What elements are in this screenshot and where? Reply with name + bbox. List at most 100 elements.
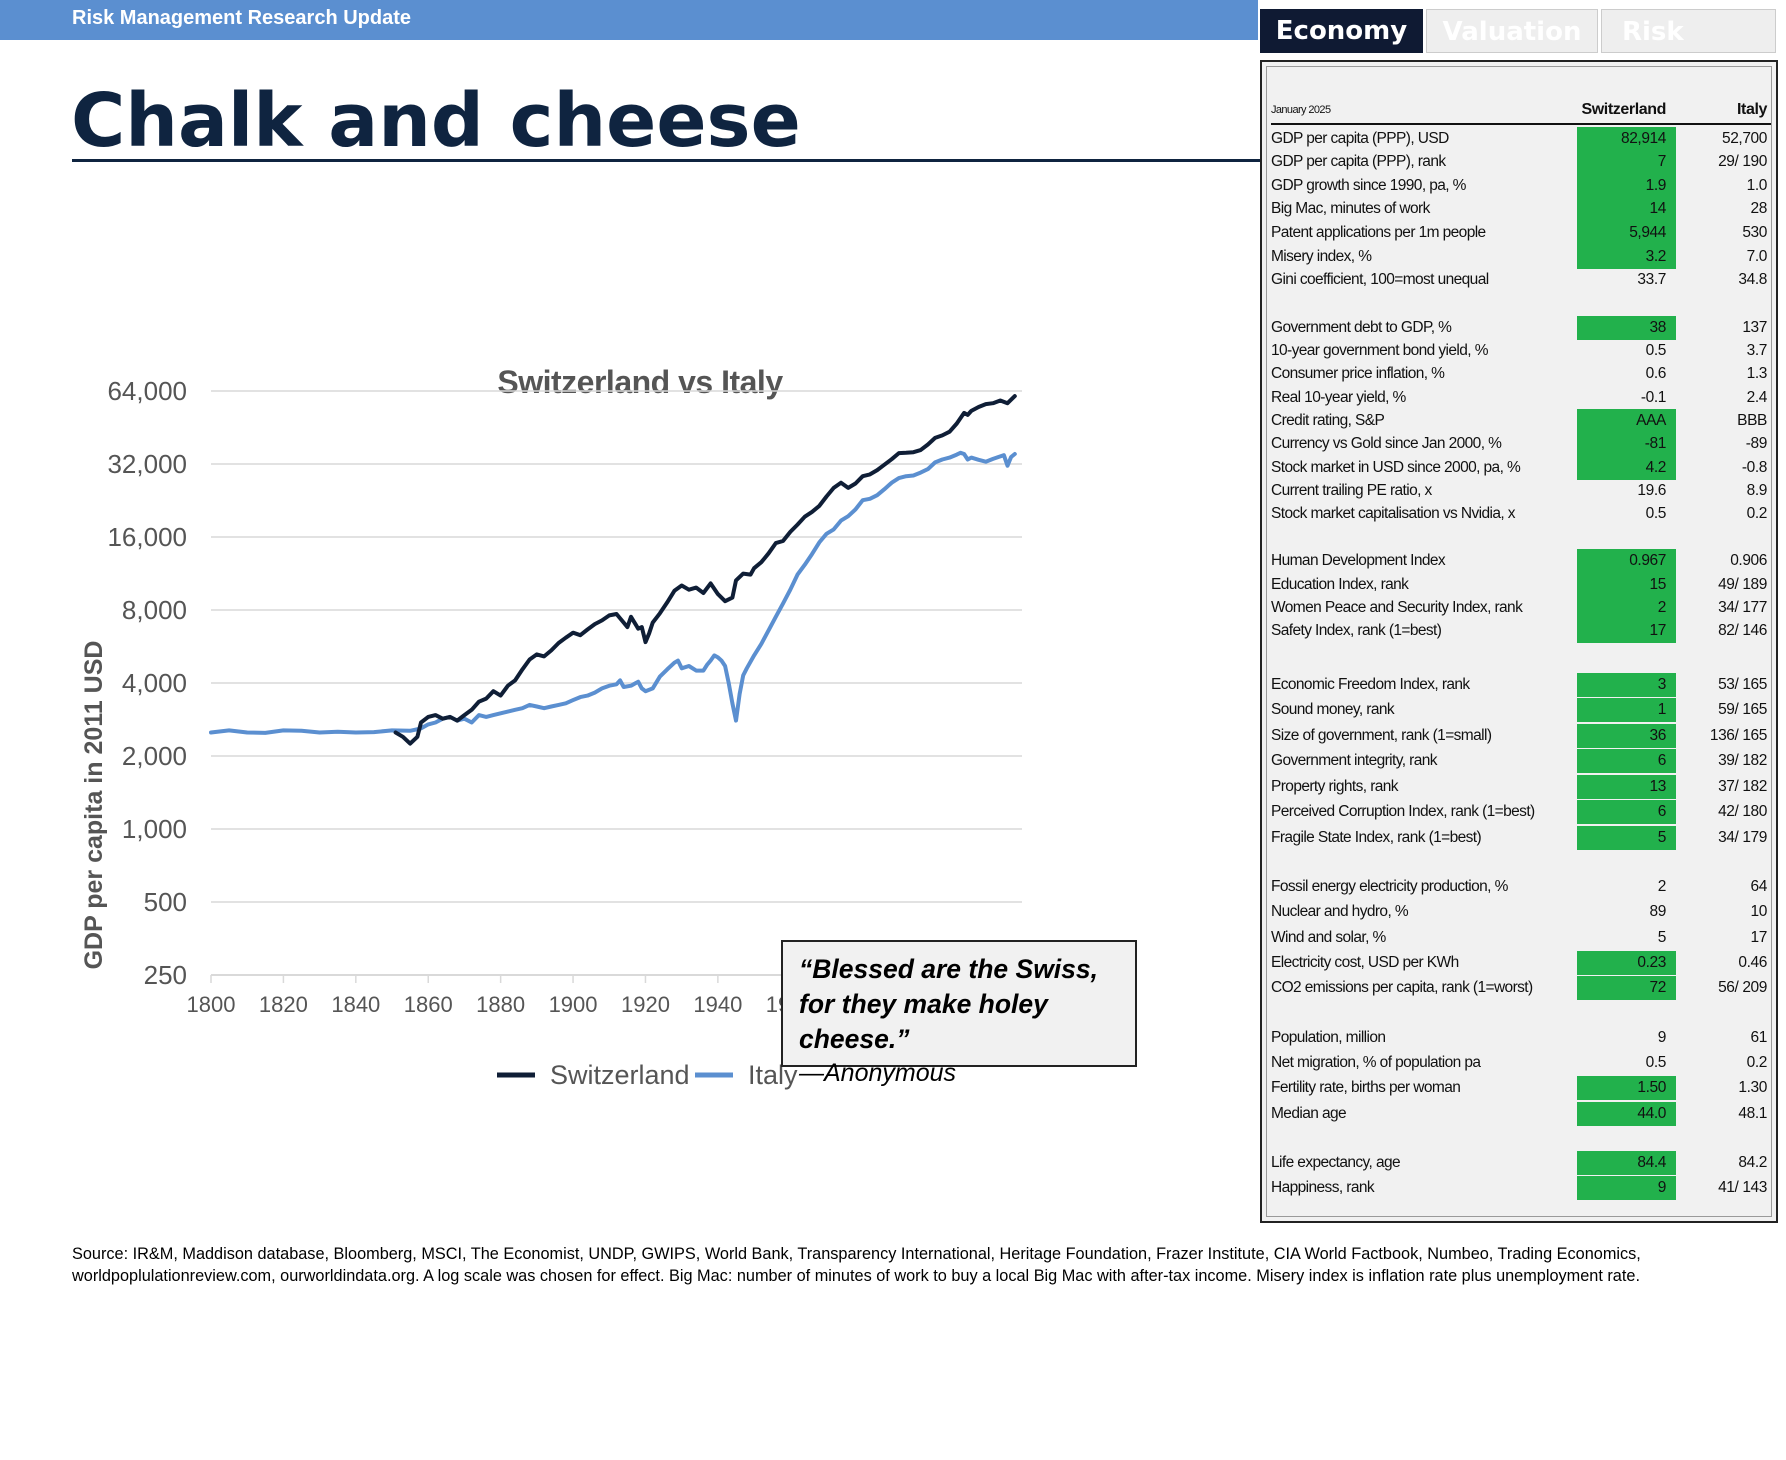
table-row: Wind and solar, % 5 17 — [1267, 926, 1775, 950]
table-header-rule — [1271, 122, 1771, 125]
italy-value: 41/ 143 — [1718, 1179, 1767, 1197]
row-label: Real 10-year yield, % — [1271, 388, 1406, 406]
y-tick-label: 1,000 — [122, 814, 187, 844]
italy-value: 1.3 — [1746, 365, 1768, 383]
table-row: Fragile State Index, rank (1=best) 5 34/ 1… — [1267, 825, 1775, 850]
quote-author: —Anonymous — [799, 1059, 957, 1087]
italy-value: 0.46 — [1738, 954, 1767, 971]
row-label: Fragile State Index, rank (1=best) — [1271, 828, 1482, 846]
italy-value: 137 — [1742, 318, 1767, 336]
italy-value: -89 — [1745, 435, 1768, 453]
italy-value: 8.9 — [1746, 481, 1768, 499]
italy-value: 0.2 — [1746, 1053, 1768, 1071]
table-row: Stock market in USD since 2000, pa, % 4.2… — [1267, 455, 1775, 480]
table-row: Happiness, rank 9 41/ 143 — [1267, 1176, 1775, 1201]
italy-value: 37/ 182 — [1718, 777, 1767, 795]
switzerland-value: 82,914 — [1577, 126, 1676, 151]
y-tick-label: 16,000 — [107, 522, 187, 552]
row-label: Nuclear and hydro, % — [1271, 903, 1409, 921]
italy-value: 29/ 190 — [1718, 153, 1767, 171]
row-label: Stock market in USD since 2000, pa, % — [1271, 458, 1521, 476]
table-row: Electricity cost, USD per KWh 0.23 0.46 — [1267, 951, 1775, 975]
chart-title: Switzerland vs Italy — [497, 364, 783, 400]
row-label: Life expectancy, age — [1271, 1153, 1401, 1171]
row-label: Credit rating, S&P — [1271, 411, 1385, 429]
x-tick-label: 1940 — [693, 992, 742, 1017]
switzerland-value: 7 — [1577, 150, 1676, 175]
switzerland-value: 5 — [1657, 928, 1667, 946]
source-note: Source: IR&M, Maddison database, Bloombe… — [72, 1245, 1641, 1285]
table-row: Life expectancy, age 84.4 84.2 — [1267, 1150, 1775, 1175]
quote-text: “Blessed are the Swiss, for they make ho… — [799, 954, 1099, 1054]
switzerland-value: 13 — [1577, 774, 1676, 799]
italy-value: 34.8 — [1738, 271, 1767, 289]
tab-risk[interactable]: Risk — [1601, 9, 1776, 53]
switzerland-value: 36 — [1577, 723, 1676, 748]
x-tick-label: 1920 — [621, 992, 670, 1017]
italy-value: 59/ 165 — [1718, 701, 1767, 719]
row-label: Gini coefficient, 100=most unequal — [1271, 271, 1489, 289]
table-date: January 2025 — [1271, 104, 1331, 116]
switzerland-value: 0.5 — [1645, 342, 1667, 359]
italy-value: 0.906 — [1730, 552, 1767, 570]
switzerland-value: 3 — [1577, 672, 1676, 697]
table-row: Property rights, rank 13 37/ 182 — [1267, 774, 1775, 799]
row-label: Big Mac, minutes of work — [1271, 200, 1430, 218]
table-row: Nuclear and hydro, % 89 10 — [1267, 900, 1775, 924]
y-tick-label: 4,000 — [122, 668, 187, 698]
italy-value: 1.30 — [1738, 1079, 1767, 1097]
row-label: Property rights, rank — [1271, 777, 1399, 795]
switzerland-value: 38 — [1577, 315, 1676, 340]
x-tick-label: 1880 — [476, 992, 525, 1017]
italy-value: 1.0 — [1746, 176, 1768, 194]
table-row: Misery index, % 3.2 7.0 — [1267, 244, 1775, 269]
row-label: Economic Freedom Index, rank — [1271, 675, 1470, 693]
switzerland-value: 14 — [1577, 197, 1676, 222]
switzerland-value: 9 — [1657, 1028, 1667, 1046]
switzerland-value: 0.5 — [1645, 505, 1667, 523]
column-header-italy: Italy — [1736, 101, 1767, 118]
italy-value: 17 — [1750, 928, 1768, 946]
table-row: 10-year government bond yield, % 0.5 3.7 — [1267, 339, 1775, 363]
comparison-panel: January 2025 Switzerland Italy GDP per capi… — [1260, 60, 1778, 1223]
switzerland-value: 9 — [1577, 1176, 1676, 1201]
y-axis-ticks: 250 500 1,000 2,000 4,000 8,000 16,000 32,000 64… — [107, 376, 187, 990]
column-header-switzerland: Switzerland — [1581, 101, 1666, 118]
switzerland-value: 1 — [1577, 698, 1676, 723]
row-label: Consumer price inflation, % — [1271, 365, 1445, 383]
italy-value: 61 — [1750, 1028, 1768, 1046]
row-label: Wind and solar, % — [1271, 928, 1386, 946]
italy-value: 0.2 — [1746, 505, 1768, 523]
row-label: Safety Index, rank (1=best) — [1271, 622, 1442, 640]
table-row: Size of government, rank (1=small) 36 136/… — [1267, 723, 1775, 748]
italy-value: 42/ 180 — [1718, 803, 1767, 821]
table-row: Median age 44.0 48.1 — [1267, 1101, 1775, 1126]
table-row: Patent applications per 1m people 5,944 53… — [1267, 220, 1775, 245]
row-label: Patent applications per 1m people — [1271, 223, 1486, 241]
switzerland-value: 19.6 — [1637, 481, 1666, 499]
series-lines — [209, 394, 1017, 746]
table-row: Fossil energy electricity production, % 2… — [1267, 875, 1775, 899]
row-label: Sound money, rank — [1271, 701, 1395, 719]
tab-valuation[interactable]: Valuation — [1426, 9, 1598, 53]
y-tick-label: 2,000 — [122, 741, 187, 771]
italy-value: 49/ 189 — [1718, 575, 1767, 593]
x-tick-label: 1820 — [259, 992, 308, 1017]
legend: Switzerland Italy — [497, 1060, 798, 1090]
switzerland-value: 0.5 — [1645, 1053, 1667, 1071]
switzerland-value: 2 — [1577, 596, 1676, 620]
table-row: Stock market capitalisation vs Nvidia, x… — [1267, 502, 1775, 526]
legend-label-switzerland: Switzerland — [550, 1060, 690, 1090]
switzerland-value: 5,944 — [1577, 220, 1676, 245]
italy-value: 530 — [1742, 223, 1767, 241]
table-row: Perceived Corruption Index, rank (1=best… — [1267, 800, 1775, 825]
row-label: Women Peace and Security Index, rank — [1271, 599, 1523, 616]
switzerland-value: 6 — [1577, 749, 1676, 774]
switzerland-value: 0.23 — [1577, 951, 1676, 975]
row-label: Electricity cost, USD per KWh — [1271, 954, 1459, 971]
tab-bar: Economy Valuation Risk — [1260, 9, 1778, 53]
table-row: Government debt to GDP, % 38 137 — [1267, 315, 1775, 340]
table-row: Consumer price inflation, % 0.6 1.3 — [1267, 362, 1775, 386]
table-row: GDP per capita (PPP), rank 7 29/ 190 — [1267, 150, 1775, 175]
tab-economy[interactable]: Economy — [1260, 9, 1423, 53]
